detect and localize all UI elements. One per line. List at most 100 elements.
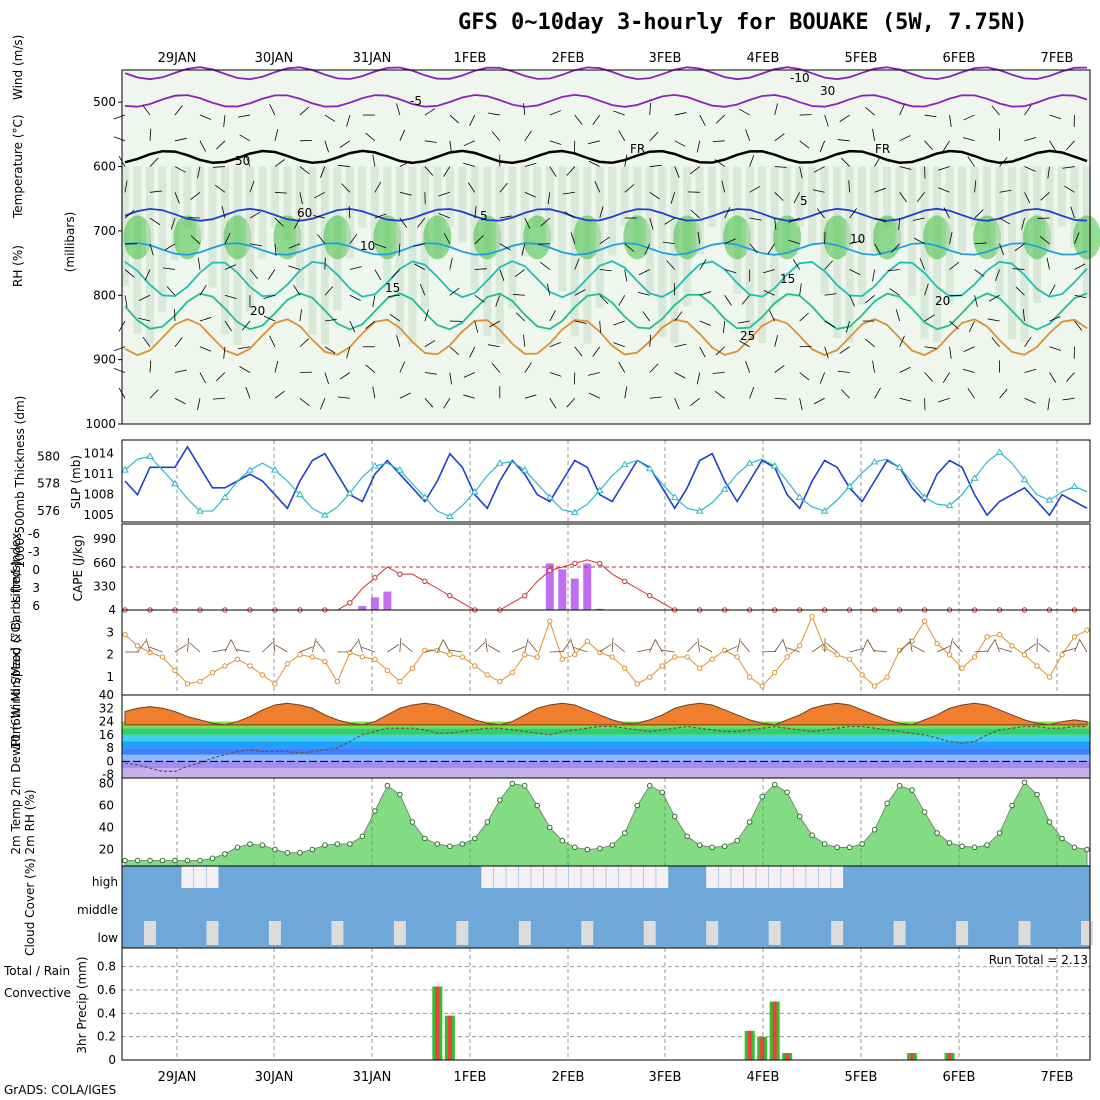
wind-barb: [763, 290, 775, 296]
thickness-point: [620, 460, 629, 468]
wind-barb: [469, 114, 476, 127]
rh-shading-column: [883, 166, 892, 227]
cloud-low-cell: [331, 921, 344, 945]
cloud-layer-label: middle: [77, 903, 118, 917]
rh-high-blob: [373, 215, 402, 260]
rh-high-blob: [723, 215, 752, 260]
lifted-index-point: [447, 592, 453, 599]
wind-barb: [387, 294, 400, 297]
contour-label: 10: [850, 232, 865, 246]
contour-label: 25: [740, 329, 755, 343]
wind-barb: [599, 236, 610, 245]
wind-barb: [588, 140, 600, 145]
wind-barb: [924, 372, 933, 382]
rh-shading-column: [758, 166, 767, 343]
rh-point: [959, 843, 965, 850]
wind-barb: [699, 114, 706, 126]
wind-barb: [1024, 192, 1031, 204]
chart-title: GFS 0~10day 3-hourly for BOUAKE (5W, 7.7…: [458, 10, 1028, 35]
thickness-point: [370, 461, 379, 469]
wind-barb: [696, 372, 701, 385]
wind-barb: [113, 114, 126, 120]
temp-color-band: [122, 761, 1090, 769]
wind-barb-10m: [998, 647, 1013, 653]
wind-barb: [649, 103, 651, 116]
wind-barb: [840, 157, 850, 167]
wind-barb: [549, 398, 557, 409]
thickness-point: [670, 493, 679, 500]
rh-shading-column: [121, 166, 129, 287]
cloud-high-cell: [593, 866, 606, 888]
wind-barb: [999, 217, 1011, 225]
date-label-bottom: 1FEB: [454, 1070, 487, 1085]
wind-barb: [199, 140, 206, 152]
contour-label: 15: [780, 272, 795, 286]
legend-convective: Convective: [4, 986, 71, 1000]
wind-barb: [443, 232, 451, 244]
wind-barb: [974, 295, 978, 308]
thickness-line: [124, 451, 1088, 518]
wind-barb: [142, 105, 151, 116]
wind-barb: [999, 189, 1012, 193]
wind-barb-10m: [994, 638, 1000, 653]
rh-shading-column: [620, 166, 629, 228]
precip-convective-bar: [947, 1053, 952, 1060]
wind-barb: [174, 337, 183, 348]
rh-point: [1059, 835, 1065, 842]
cloud-high-cell: [568, 866, 581, 888]
wind-barb: [417, 217, 426, 228]
lifted-index-point: [622, 578, 628, 585]
cloud-high-cell: [481, 866, 494, 888]
wind-barb: [549, 140, 562, 145]
wind-barb-10m: [315, 640, 326, 653]
rh-point: [521, 782, 528, 789]
upper-air-ylabel: Wind (m/s): [11, 35, 25, 100]
wind-barb: [674, 112, 687, 116]
wind-barb: [824, 346, 829, 359]
rh-shading-column: [370, 166, 379, 242]
wind-barb: [724, 238, 736, 245]
rh-shading-column: [983, 166, 992, 247]
wind-barb: [320, 398, 326, 410]
rh-point: [921, 809, 928, 815]
rh-point: [322, 842, 328, 848]
rh-point: [996, 830, 1003, 836]
wind-speed-point: [672, 654, 678, 660]
wind-barb: [293, 217, 301, 229]
cloud-low-cell: [393, 921, 406, 945]
thickness-point: [645, 464, 654, 472]
pressure-label: 700: [93, 224, 116, 238]
thickness-point: [795, 493, 804, 500]
rh-point: [334, 841, 341, 847]
wind-barb-10m: [1079, 639, 1088, 653]
cloud-high-cell: [493, 866, 506, 888]
wind-speed-point: [272, 681, 278, 687]
wind-speed-point: [347, 649, 353, 656]
wind-barb: [199, 346, 212, 352]
wind-barb: [424, 397, 434, 408]
rh-tick: 20: [99, 843, 114, 857]
wind-barb: [574, 114, 583, 125]
rh-shading-column: [1058, 166, 1067, 227]
wind-barb: [138, 317, 151, 322]
wind-speed-point: [759, 683, 765, 689]
rh-tick: 40: [99, 821, 114, 835]
cloud-low-cell: [893, 921, 906, 945]
wind-barb: [1046, 257, 1050, 270]
cape-tick: 660: [93, 556, 116, 570]
wind-barb-10m: [986, 640, 996, 653]
wind-barb: [449, 140, 452, 153]
cape-axis-label: CAPE (J/kg): [71, 535, 85, 602]
wind-barb: [899, 166, 912, 170]
wind-speed-point: [809, 614, 815, 620]
cape-bar: [595, 608, 604, 610]
wind-barb: [238, 346, 251, 350]
lifted-tick: -3: [28, 545, 40, 559]
wind-barb: [474, 206, 477, 219]
wind-barb: [1024, 336, 1032, 347]
wind-speed-point: [659, 663, 665, 669]
wind-barb: [824, 114, 829, 127]
rh-point: [372, 808, 378, 814]
wind-barb: [216, 140, 226, 150]
date-label-top: 31JAN: [353, 51, 392, 66]
